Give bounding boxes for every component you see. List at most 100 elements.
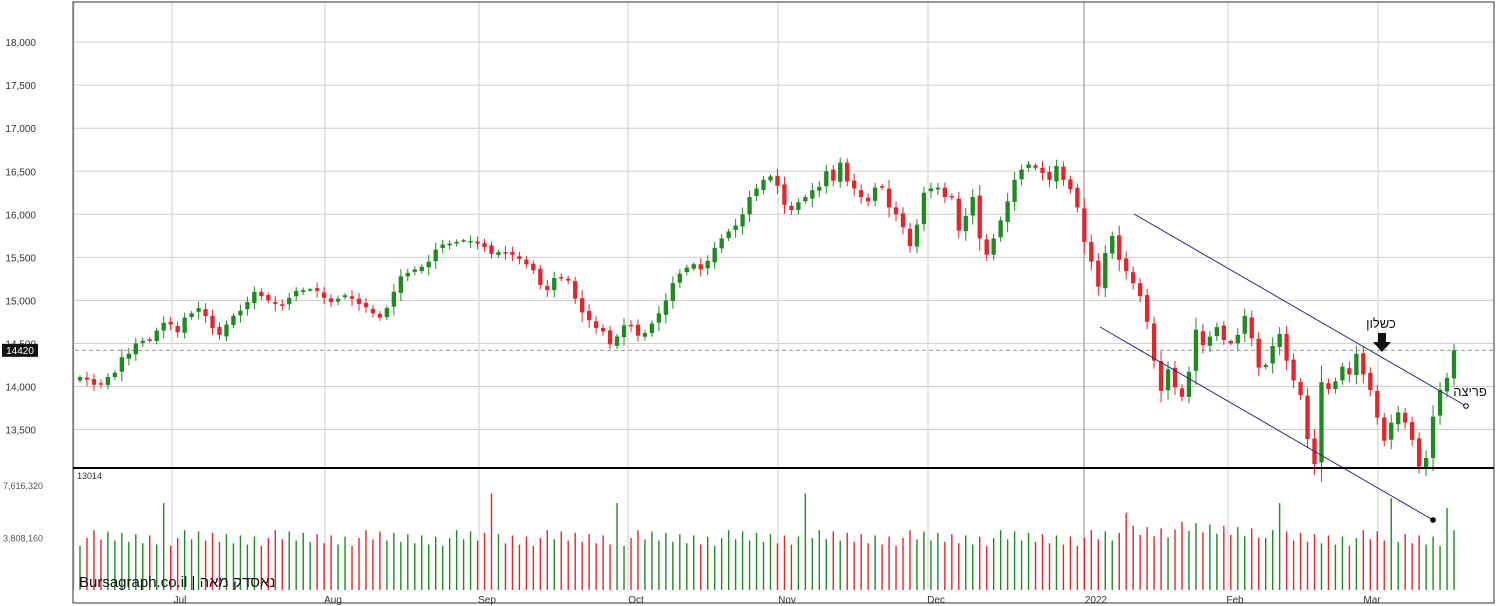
candle-body xyxy=(475,241,480,244)
candle-body xyxy=(1026,164,1031,168)
candle-body xyxy=(956,198,961,231)
candle xyxy=(586,304,592,328)
candle xyxy=(1284,325,1289,371)
candle xyxy=(1340,362,1345,385)
candle xyxy=(928,182,934,199)
candle-body xyxy=(175,326,180,333)
candle-body xyxy=(1375,390,1380,418)
price-tick-label: 16,000 xyxy=(5,210,36,221)
candle-body xyxy=(314,288,320,291)
candle xyxy=(419,264,424,274)
candle-body xyxy=(1263,364,1268,368)
candle xyxy=(1089,234,1094,271)
candle xyxy=(133,337,138,361)
candle xyxy=(573,276,578,304)
candle xyxy=(1026,161,1031,172)
annotation-down-arrow-icon xyxy=(1373,333,1391,352)
candle-body xyxy=(259,291,264,297)
candle xyxy=(754,184,759,202)
candle-body xyxy=(1423,457,1429,468)
candle-body xyxy=(273,301,278,304)
candle-body xyxy=(1117,235,1122,260)
candle xyxy=(1382,412,1387,447)
candle xyxy=(461,238,466,243)
candle xyxy=(398,269,403,302)
candle xyxy=(1256,331,1261,376)
candle-body xyxy=(942,187,948,198)
candle xyxy=(475,236,480,250)
candle-body xyxy=(294,290,299,297)
candle-body xyxy=(210,315,215,328)
candle xyxy=(363,298,369,313)
candle xyxy=(182,312,187,339)
candle xyxy=(670,276,676,309)
candle-body xyxy=(342,295,348,298)
candle-body xyxy=(377,313,383,318)
candle-body xyxy=(91,379,97,385)
candle xyxy=(886,179,892,218)
candle-body xyxy=(1249,317,1254,339)
candle xyxy=(259,288,264,300)
candle-body xyxy=(356,298,362,304)
candle xyxy=(635,319,641,342)
candle-body xyxy=(949,196,954,198)
candle xyxy=(810,182,815,208)
candle xyxy=(1047,165,1052,188)
candle-body xyxy=(580,298,585,313)
candle xyxy=(77,375,83,383)
candle xyxy=(559,273,564,282)
candle xyxy=(963,207,968,241)
candle xyxy=(405,268,410,282)
candle xyxy=(1347,361,1352,383)
candle-body xyxy=(1340,366,1345,381)
candle-body xyxy=(1403,412,1408,423)
candle-body xyxy=(238,310,243,316)
candle xyxy=(984,233,989,262)
candle-body xyxy=(1361,353,1366,375)
candle xyxy=(614,333,620,349)
candle xyxy=(391,284,397,316)
candle-body xyxy=(970,197,975,216)
candle xyxy=(503,246,508,261)
candle-body xyxy=(810,190,815,199)
price-grid xyxy=(73,41,1494,431)
candle xyxy=(1403,407,1408,429)
candle-body xyxy=(182,317,187,333)
candle-body xyxy=(600,327,606,332)
candle xyxy=(907,223,913,253)
candles xyxy=(77,157,1457,482)
candle-body xyxy=(893,207,899,215)
candle-body xyxy=(426,261,431,268)
candle xyxy=(538,264,543,290)
candle xyxy=(1186,366,1192,404)
candle xyxy=(642,329,648,341)
candle xyxy=(593,316,599,334)
candle xyxy=(1061,161,1066,186)
candle-body xyxy=(252,291,257,304)
candle-body xyxy=(573,281,578,299)
candle-body xyxy=(405,272,410,277)
candle xyxy=(782,176,787,214)
channel-lower-line xyxy=(1099,326,1434,521)
candle-body xyxy=(1409,422,1415,440)
month-label: Mar xyxy=(1363,595,1381,606)
candle-body xyxy=(642,333,648,337)
candle-body xyxy=(370,308,376,314)
candle xyxy=(1137,278,1143,303)
candle xyxy=(384,305,390,321)
candle-body xyxy=(712,247,717,263)
candle-body xyxy=(419,266,424,271)
candle xyxy=(991,233,996,261)
channel-upper-line xyxy=(1133,213,1467,407)
annotation-failure-label: כשלון xyxy=(1366,316,1396,331)
price-tick-label: 15,000 xyxy=(5,296,36,307)
candle-body xyxy=(1179,388,1185,397)
candle-body xyxy=(858,190,864,198)
candle-body xyxy=(803,197,808,202)
candle-body xyxy=(1319,382,1324,463)
candle xyxy=(956,192,961,239)
candle xyxy=(649,320,655,337)
price-tick-label: 16,500 xyxy=(5,167,36,178)
candle-body xyxy=(1235,334,1240,344)
candle-body xyxy=(824,171,829,187)
